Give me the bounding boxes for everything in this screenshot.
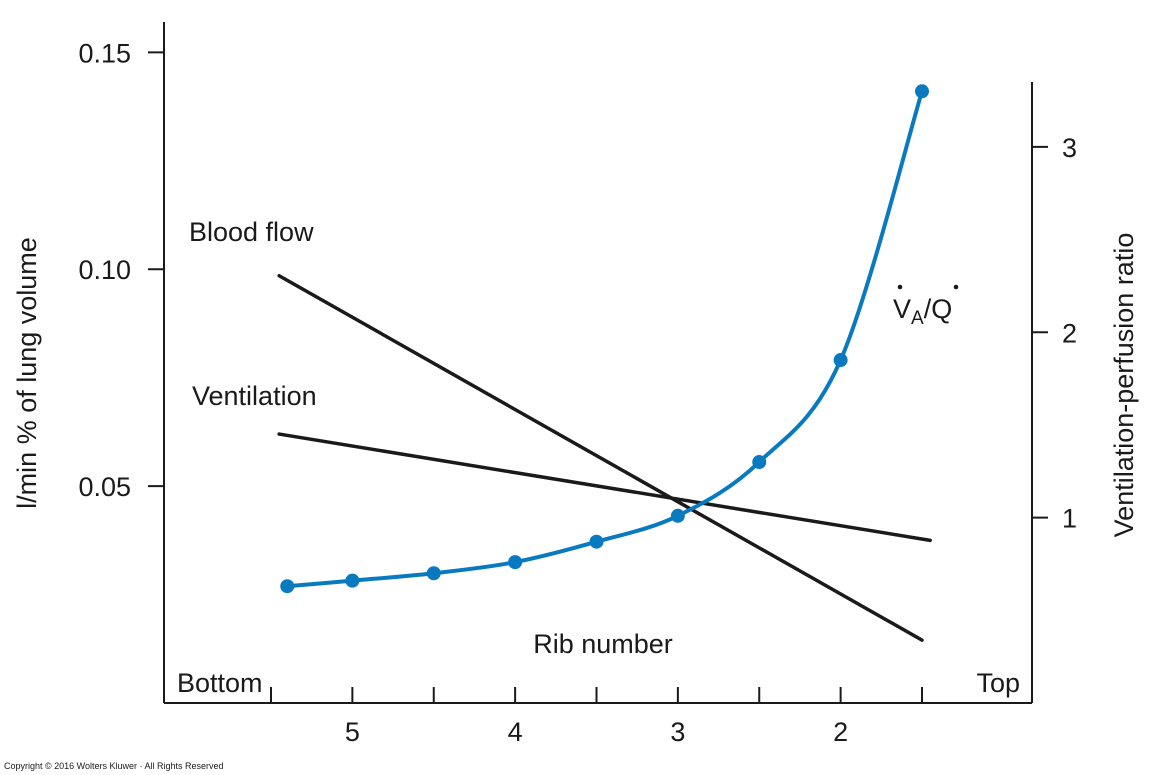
blood-flow-line [277, 273, 924, 642]
left-y-tick-label-0.15: 0.15 [78, 38, 131, 68]
top-end-label: Top [976, 668, 1020, 698]
va-q-q-dot [953, 284, 959, 290]
left-axis-title: l/min % of lung volume [12, 237, 42, 509]
va-q-point-4 [589, 534, 604, 549]
va-q-line [285, 89, 924, 589]
va-q-v-dot [897, 284, 903, 290]
va-q-point-5 [670, 508, 685, 523]
ticks-layer: 5 4 3 2 0.05 0.10 0.15 1 2 3 [78, 38, 1077, 747]
x-tick-label-3: 3 [670, 717, 685, 747]
va-q-q: Q [931, 294, 952, 324]
right-y-tick-label-1: 1 [1062, 504, 1077, 534]
va-q-point-3 [508, 555, 523, 570]
copyright-notice: Copyright © 2016 Wolters Kluwer · All Ri… [4, 761, 224, 771]
right-y-tick-label-3: 3 [1062, 133, 1077, 163]
lines-layer [277, 89, 932, 642]
va-q-point-1 [345, 573, 360, 588]
svg-text:VA/Q: VA/Q [893, 294, 952, 329]
right-axis-title: Ventilation-perfusion ratio [1109, 233, 1139, 538]
va-q-slash: / [924, 294, 932, 324]
x-axis-title: Rib number [533, 629, 673, 659]
left-y-tick-label-0.05: 0.05 [78, 472, 131, 502]
va-q-point-6 [752, 455, 767, 470]
va-q-point-2 [426, 566, 441, 581]
ventilation-line [277, 432, 932, 543]
va-q-sub: A [911, 308, 924, 329]
va-q-v: V [893, 294, 911, 324]
va-q-label: VA/Q [893, 284, 959, 329]
points-layer [280, 84, 929, 594]
x-tick-label-5: 5 [345, 717, 360, 747]
va-q-point-8 [915, 84, 929, 99]
blood-flow-label: Blood flow [189, 217, 314, 247]
bottom-end-label: Bottom [177, 668, 263, 698]
va-q-point-0 [280, 579, 295, 594]
x-tick-label-2: 2 [833, 717, 848, 747]
ventilation-label: Ventilation [192, 381, 317, 411]
left-y-tick-label-0.10: 0.10 [78, 255, 131, 285]
right-y-tick-label-2: 2 [1062, 318, 1077, 348]
axes [163, 22, 1033, 704]
va-q-point-7 [833, 353, 848, 368]
x-tick-label-4: 4 [508, 717, 523, 747]
